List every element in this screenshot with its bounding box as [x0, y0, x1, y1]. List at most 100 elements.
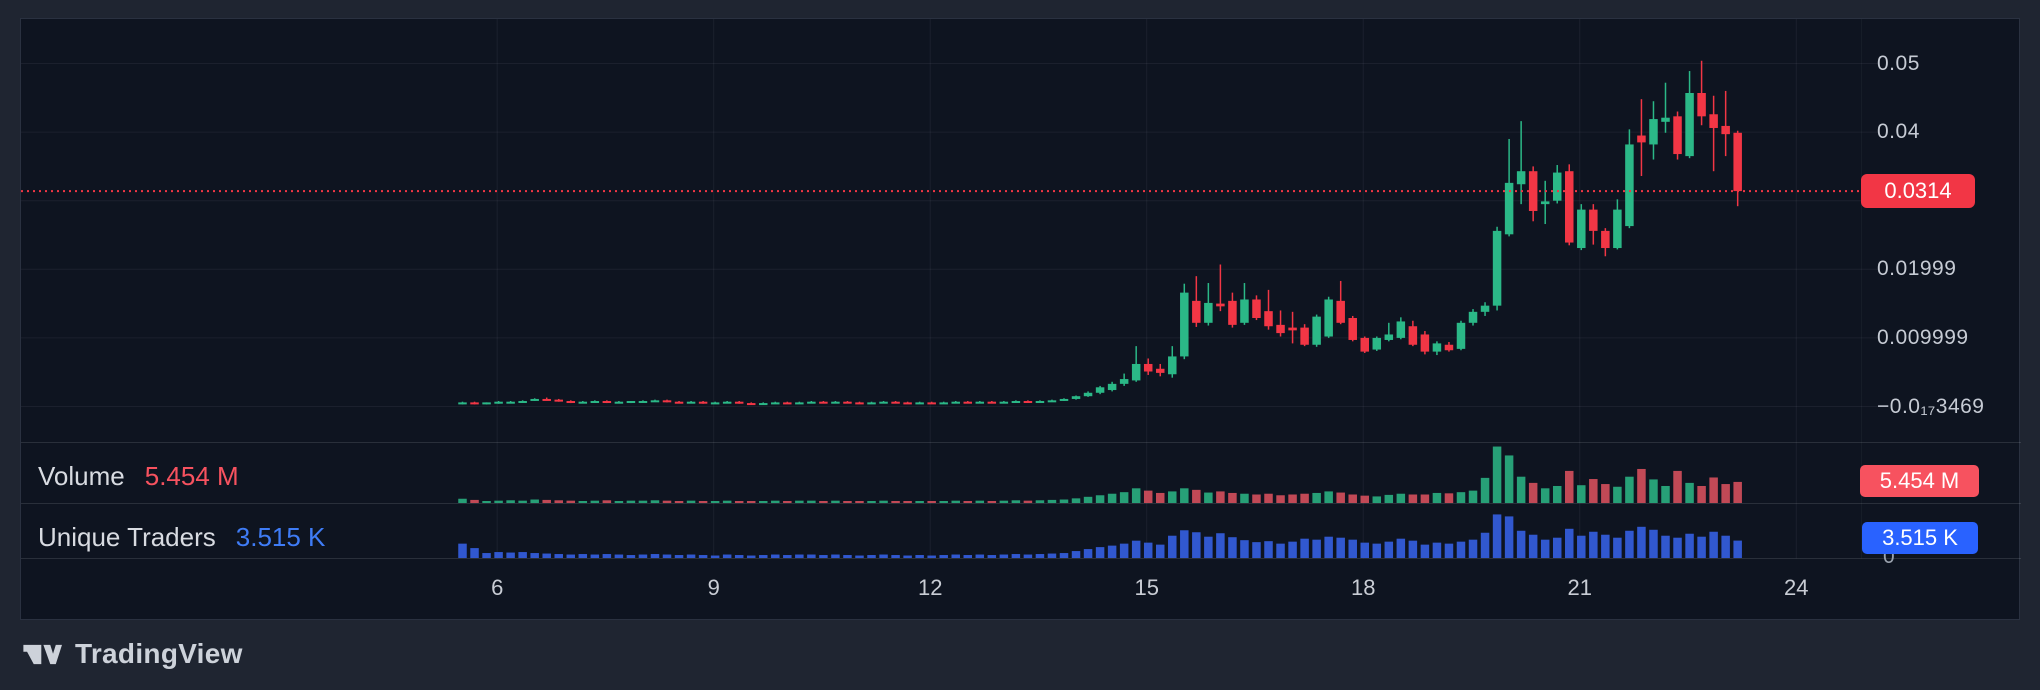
volume-bar: [1468, 490, 1478, 503]
last-price-badge: 0.0314: [1861, 174, 1975, 209]
candle-body: [1673, 116, 1682, 155]
candle-body: [698, 401, 708, 404]
volume-bar: [915, 501, 924, 503]
volume-bar: [494, 500, 503, 503]
unique-traders-bar: [1637, 526, 1646, 558]
volume-bar: [1613, 486, 1622, 503]
unique-traders-bar: [674, 555, 684, 558]
unique-traders-bar: [1625, 530, 1634, 558]
volume-bar: [1733, 481, 1742, 503]
time-tick-label: 15: [1134, 575, 1159, 600]
volume-bar: [578, 501, 588, 503]
volume-bar: [1552, 485, 1562, 503]
unique-traders-bar: [903, 555, 912, 558]
volume-label: Volume: [38, 460, 125, 491]
volume-bar: [1492, 446, 1502, 503]
volume-bar: [722, 500, 732, 503]
unique-traders-bar: [831, 554, 840, 558]
candle-body: [1180, 292, 1189, 357]
candle-body: [1119, 379, 1129, 384]
unique-traders-bar: [891, 555, 900, 558]
volume-bar: [1685, 482, 1694, 503]
volume-bar: [1396, 493, 1406, 503]
unique-traders-bar: [1577, 535, 1586, 558]
volume-bar: [975, 500, 985, 503]
candle-body: [1300, 327, 1309, 345]
unique-traders-bar: [662, 554, 672, 558]
unique-traders-bar: [1384, 541, 1394, 558]
candle-body: [1649, 119, 1658, 145]
unique-traders-bar: [1697, 536, 1706, 558]
unique-traders-bar: [602, 554, 612, 558]
unique-traders-bar: [1552, 537, 1562, 558]
tradingview-watermark[interactable]: TradingView: [22, 634, 243, 674]
unique-traders-bar: [1589, 531, 1598, 558]
volume-bar: [506, 500, 515, 503]
volume-bar: [1252, 494, 1261, 503]
unique-traders-bar: [939, 555, 948, 558]
volume-bar: [1300, 493, 1309, 503]
unique-traders-value: 3.515 K: [235, 521, 326, 552]
candle-body: [1228, 300, 1237, 325]
unique-traders-bar: [1408, 540, 1418, 558]
tradingview-logo-icon: [23, 644, 62, 664]
unique-traders-bar: [1480, 532, 1490, 558]
unique-traders-bar: [1673, 537, 1682, 558]
volume-bar: [626, 500, 636, 503]
candle-body: [1155, 368, 1165, 373]
unique-traders-bar: [638, 554, 648, 558]
candle-body: [602, 401, 612, 404]
candle-body: [1348, 318, 1357, 340]
candle-body: [819, 401, 828, 404]
unique-traders-bar: [1180, 530, 1189, 558]
volume-bar: [1095, 495, 1105, 503]
volume-bar: [1107, 493, 1117, 503]
volume-bar: [1673, 470, 1682, 503]
candle-body: [795, 402, 804, 405]
candle-body: [722, 401, 732, 404]
unique-traders-bar: [1565, 528, 1574, 558]
unique-traders-bar: [1011, 554, 1021, 558]
candle-body: [1721, 125, 1730, 135]
volume-bar: [734, 501, 744, 503]
volume-bar: [590, 500, 600, 503]
time-tick-label: 6: [491, 575, 504, 600]
volume-legend: Volume 5.454 M: [38, 460, 239, 492]
candle-body: [1252, 299, 1261, 319]
volume-bar: [1071, 498, 1081, 503]
unique-traders-bar: [1324, 536, 1333, 558]
unique-traders-bar: [1685, 533, 1694, 558]
chart-plot[interactable]: [21, 19, 2021, 621]
volume-bar: [951, 500, 960, 503]
unique-traders-bar: [1035, 554, 1045, 558]
volume-bar: [819, 501, 828, 503]
candle-body: [542, 398, 551, 401]
candle-body: [1131, 363, 1141, 381]
candle-body: [1601, 230, 1610, 249]
unique-traders-bar: [795, 554, 804, 558]
candle-body: [975, 401, 985, 404]
unique-traders-bar: [1312, 539, 1321, 558]
volume-bar: [1168, 491, 1177, 503]
volume-bar: [1528, 482, 1538, 503]
candle-body: [626, 401, 636, 404]
volume-bar: [927, 501, 936, 503]
candle-body: [855, 402, 864, 405]
candle-body: [650, 400, 660, 403]
volume-bar: [566, 500, 576, 503]
unique-traders-bar: [1540, 539, 1550, 558]
unique-traders-bar: [1059, 553, 1069, 558]
candle-body: [1625, 144, 1634, 227]
candle-body: [771, 402, 780, 405]
volume-bar: [482, 501, 491, 503]
volume-bar: [855, 501, 864, 503]
unique-traders-bar: [987, 555, 997, 558]
candle-body: [1709, 114, 1718, 128]
volume-bar: [1192, 489, 1201, 503]
unique-traders-bar: [1288, 541, 1297, 558]
candle-body: [1552, 172, 1562, 201]
unique-traders-bar: [626, 555, 636, 558]
volume-bar: [795, 500, 804, 503]
